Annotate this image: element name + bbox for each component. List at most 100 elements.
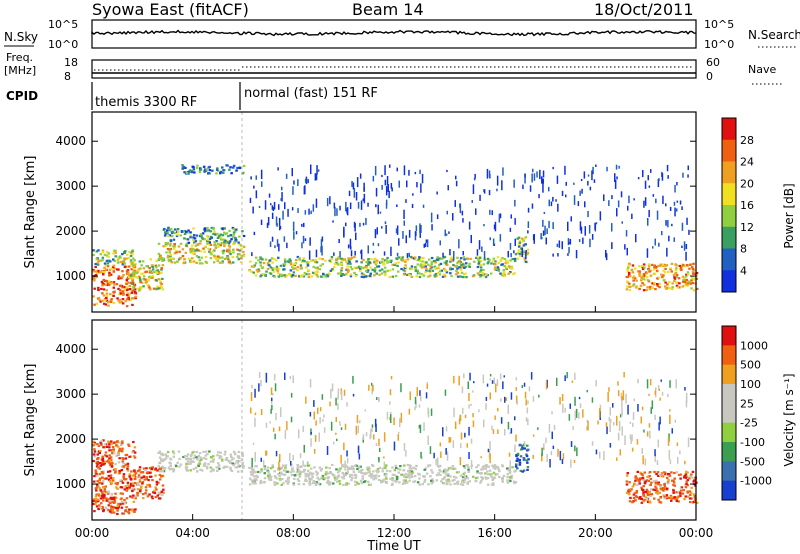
power-echo-cell: [349, 202, 352, 210]
x-axis-label: Time UT: [366, 539, 420, 554]
power-echo-cell: [199, 168, 203, 171]
power-echo-cell: [311, 271, 315, 274]
power-echo-cell: [277, 256, 280, 259]
velocity-echo-cell: [148, 483, 151, 486]
power-echo-cell: [169, 243, 172, 246]
velocity-echo-cell: [101, 459, 105, 462]
freq-label-line2: [MHz]: [4, 64, 36, 77]
velocity-echo-cell: [655, 473, 658, 476]
power-echo-cell: [617, 200, 620, 208]
velocity-echo-cell: [339, 421, 341, 424]
power-echo-cell: [112, 286, 115, 289]
power-echo-cell: [539, 169, 541, 180]
power-echo-cell: [587, 174, 590, 177]
velocity-echo-cell: [443, 471, 447, 474]
velocity-echo-cell: [103, 493, 106, 496]
velocity-echo-cell: [657, 483, 660, 486]
power-echo-cell: [416, 259, 419, 262]
velocity-echo-cell: [660, 472, 664, 475]
velocity-echo-cell: [484, 467, 487, 470]
power-echo-cell: [109, 282, 112, 285]
velocity-echo-cell: [609, 419, 612, 423]
velocity-echo-cell: [161, 493, 164, 497]
velocity-echo-cell: [236, 455, 240, 458]
velocity-echo-cell: [250, 407, 252, 414]
power-echo-cell: [112, 291, 115, 294]
velocity-echo-cell: [130, 470, 133, 473]
power-echo-cell: [140, 286, 143, 289]
velocity-echo-cell: [689, 475, 692, 478]
power-echo-cell: [107, 304, 110, 307]
power-echo-cell: [481, 274, 485, 277]
velocity-y-tick-label: 4000: [55, 342, 86, 356]
power-echo-cell: [339, 263, 342, 266]
power-echo-cell: [240, 261, 243, 264]
velocity-echo-cell: [252, 471, 255, 474]
velocity-echo-cell: [145, 478, 148, 481]
velocity-echo-cell: [92, 444, 95, 447]
power-echo-cell: [626, 268, 629, 271]
velocity-echo-cell: [102, 496, 105, 499]
power-echo-cell: [125, 257, 128, 260]
power-echo-cell: [204, 168, 207, 171]
velocity-echo-cell: [451, 479, 454, 482]
velocity-echo-cell: [313, 466, 316, 469]
power-echo-cell: [269, 272, 273, 275]
velocity-echo-cell: [551, 431, 553, 440]
velocity-echo-cell: [527, 400, 529, 405]
velocity-echo-cell: [248, 466, 251, 469]
velocity-echo-cell: [523, 447, 527, 450]
velocity-echo-cell: [628, 490, 632, 493]
velocity-echo-cell: [466, 482, 469, 485]
power-echo-cell: [418, 272, 421, 275]
power-echo-cell: [289, 259, 292, 262]
velocity-echo-cell: [222, 466, 225, 469]
velocity-echo-cell: [336, 480, 339, 483]
velocity-echo-cell: [114, 507, 118, 510]
velocity-echo-cell: [508, 452, 511, 457]
velocity-echo-cell: [313, 411, 315, 420]
power-echo-cell: [429, 268, 432, 271]
velocity-echo-cell: [675, 471, 679, 474]
power-echo-cell: [548, 199, 550, 207]
power-echo-cell: [195, 166, 199, 170]
power-echo-cell: [192, 227, 195, 230]
power-echo-cell: [691, 270, 695, 273]
velocity-echo-cell: [476, 476, 479, 479]
power-echo-cell: [241, 172, 244, 175]
power-echo-cell: [312, 265, 315, 268]
power-echo-cell: [253, 231, 256, 236]
power-echo-cell: [366, 259, 370, 262]
power-echo-cell: [113, 283, 116, 286]
power-echo-cell: [279, 264, 283, 267]
power-echo-cell: [461, 210, 464, 216]
power-echo-cell: [660, 264, 663, 267]
power-echo-cell: [169, 256, 172, 260]
power-echo-cell: [360, 275, 364, 278]
power-echo-cell: [255, 256, 258, 259]
velocity-echo-cell: [101, 457, 105, 460]
power-echo-cell: [647, 263, 651, 266]
power-echo-cell: [443, 273, 446, 276]
power-echo-cell: [385, 259, 388, 262]
power-echo-cell: [139, 279, 142, 282]
power-echo-cell: [288, 258, 291, 261]
velocity-echo-cell: [280, 473, 283, 476]
power-echo-cell: [128, 250, 131, 253]
power-echo-cell: [276, 269, 279, 273]
power-echo-cell: [565, 194, 567, 198]
velocity-echo-cell: [642, 491, 645, 494]
velocity-echo-cell: [486, 470, 489, 473]
velocity-echo-cell: [204, 454, 207, 457]
power-echo-cell: [105, 292, 109, 295]
velocity-echo-cell: [325, 481, 329, 484]
power-echo-cell: [121, 275, 124, 278]
velocity-echo-cell: [297, 470, 301, 473]
power-echo-cell: [321, 258, 324, 261]
velocity-echo-cell: [453, 375, 455, 384]
power-echo-cell: [674, 184, 676, 193]
power-echo-cell: [552, 166, 554, 170]
power-echo-cell: [416, 269, 419, 272]
velocity-echo-cell: [453, 482, 456, 485]
velocity-echo-cell: [490, 475, 493, 478]
